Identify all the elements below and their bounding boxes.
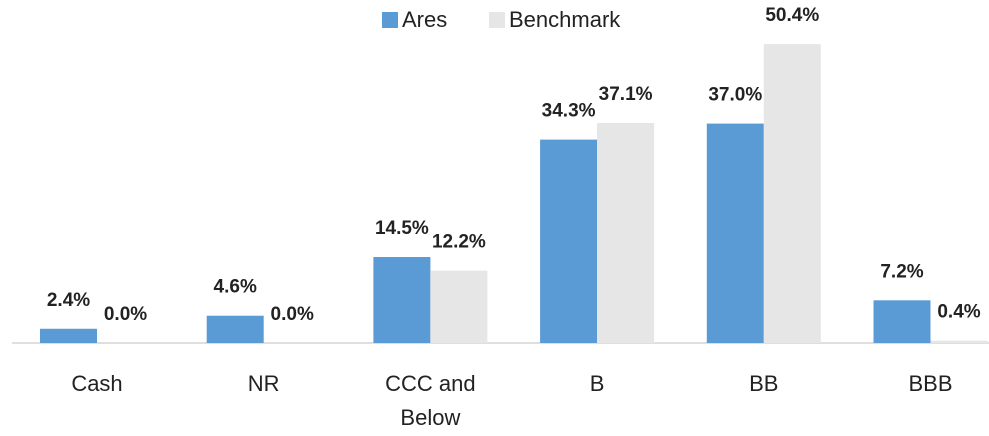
value-label: 0.0% (104, 304, 147, 325)
bar (706, 123, 764, 343)
value-label: 34.3% (542, 101, 596, 122)
value-label: 12.2% (432, 232, 486, 253)
x-tick-label: CCC and Below (385, 371, 476, 430)
bar (430, 270, 488, 343)
value-label: 0.4% (937, 302, 980, 323)
value-label: 14.5% (375, 218, 429, 239)
x-tick-label: B (589, 371, 605, 396)
bar (40, 328, 97, 343)
legend-label: Ares (402, 7, 447, 32)
x-tick-label: BB (749, 371, 779, 396)
bar (373, 257, 431, 343)
bar (873, 300, 931, 343)
legend-swatch (489, 12, 505, 28)
bar (930, 340, 988, 343)
legend-label: Benchmark (509, 7, 621, 32)
value-label: 0.0% (271, 304, 314, 325)
x-tick-label: BBB (908, 371, 953, 396)
value-label: 4.6% (214, 277, 257, 298)
x-tick-label: Cash (71, 371, 123, 396)
bar (540, 139, 598, 343)
legend-swatch (382, 12, 398, 28)
x-tick-label: NR (247, 371, 280, 396)
value-label: 37.1% (599, 84, 653, 105)
bar (597, 122, 655, 343)
bar (206, 315, 264, 343)
value-label: 50.4% (765, 5, 819, 26)
value-label: 37.0% (708, 85, 762, 106)
value-label: 7.2% (880, 261, 923, 282)
value-label: 2.4% (47, 290, 90, 311)
bar (763, 44, 821, 344)
